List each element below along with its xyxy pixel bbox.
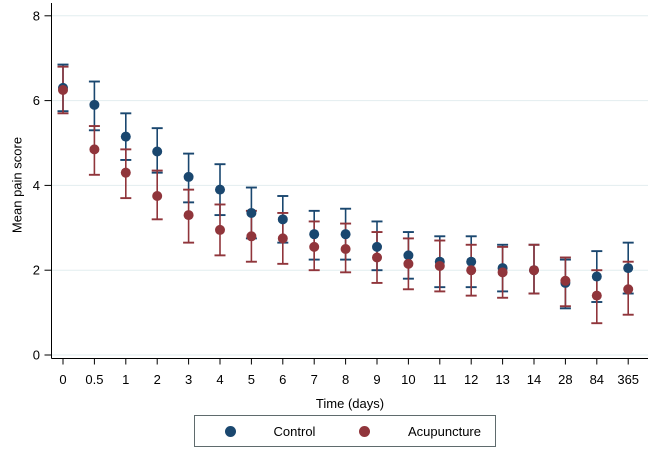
y-axis-title: Mean pain score — [9, 136, 25, 234]
x-tick-label: 3 — [185, 372, 192, 387]
data-point — [215, 224, 225, 235]
x-tick-label: 6 — [279, 372, 286, 387]
x-tick-label: 0 — [59, 372, 66, 387]
data-point — [372, 252, 382, 263]
data-point — [215, 184, 225, 195]
data-point — [434, 260, 445, 271]
data-point — [277, 214, 288, 225]
data-point — [120, 167, 131, 178]
data-point — [246, 231, 257, 242]
data-point — [246, 207, 257, 218]
y-tick-label: 2 — [33, 263, 40, 278]
control-marker-icon — [224, 425, 236, 437]
x-tick-label: 0.5 — [85, 372, 103, 387]
data-point — [466, 265, 477, 276]
x-tick-label: 365 — [617, 372, 639, 387]
acupuncture-marker-icon — [359, 425, 370, 437]
x-tick-label: 4 — [216, 372, 223, 387]
legend-item-control: Control — [195, 424, 345, 439]
data-point — [560, 275, 571, 286]
data-point — [309, 229, 320, 240]
y-tick-label: 4 — [33, 178, 40, 193]
x-tick-label: 28 — [558, 372, 572, 387]
x-tick-label: 8 — [342, 372, 349, 387]
data-point — [591, 271, 602, 282]
data-point — [309, 241, 320, 252]
x-tick-label: 10 — [401, 372, 415, 387]
x-tick-label: 14 — [527, 372, 541, 387]
x-tick-label: 2 — [154, 372, 161, 387]
data-point — [529, 265, 539, 276]
legend-label-acupuncture: Acupuncture — [408, 423, 481, 439]
data-point — [89, 99, 100, 110]
data-point — [340, 229, 351, 240]
x-tick-label: 12 — [464, 372, 478, 387]
legend: Control Acupuncture — [194, 415, 496, 447]
x-axis-title: Time (days) — [315, 396, 385, 411]
data-point — [623, 263, 634, 274]
data-point — [183, 210, 194, 221]
y-tick-label: 6 — [33, 93, 40, 108]
legend-item-acupuncture: Acupuncture — [345, 424, 495, 439]
data-point — [497, 267, 508, 278]
data-point — [591, 290, 602, 301]
data-point — [403, 250, 414, 261]
data-point — [403, 258, 414, 269]
y-tick-label: 8 — [33, 8, 40, 23]
x-tick-label: 7 — [311, 372, 318, 387]
legend-label-control: Control — [273, 423, 316, 439]
data-point — [623, 284, 634, 295]
data-point — [58, 85, 68, 95]
data-point — [152, 146, 163, 157]
x-tick-label: 5 — [248, 372, 255, 387]
data-point — [340, 244, 351, 254]
x-tick-label: 13 — [495, 372, 509, 387]
data-point — [120, 131, 131, 142]
data-point — [89, 144, 100, 155]
data-point — [183, 171, 194, 182]
y-tick-label: 0 — [33, 348, 40, 363]
x-tick-label: 9 — [373, 372, 380, 387]
data-point — [372, 241, 382, 252]
data-point — [277, 233, 288, 244]
x-tick-label: 84 — [590, 372, 604, 387]
data-point — [466, 256, 477, 267]
x-tick-label: 11 — [433, 372, 447, 387]
data-point — [152, 191, 163, 201]
x-tick-label: 1 — [122, 372, 129, 387]
